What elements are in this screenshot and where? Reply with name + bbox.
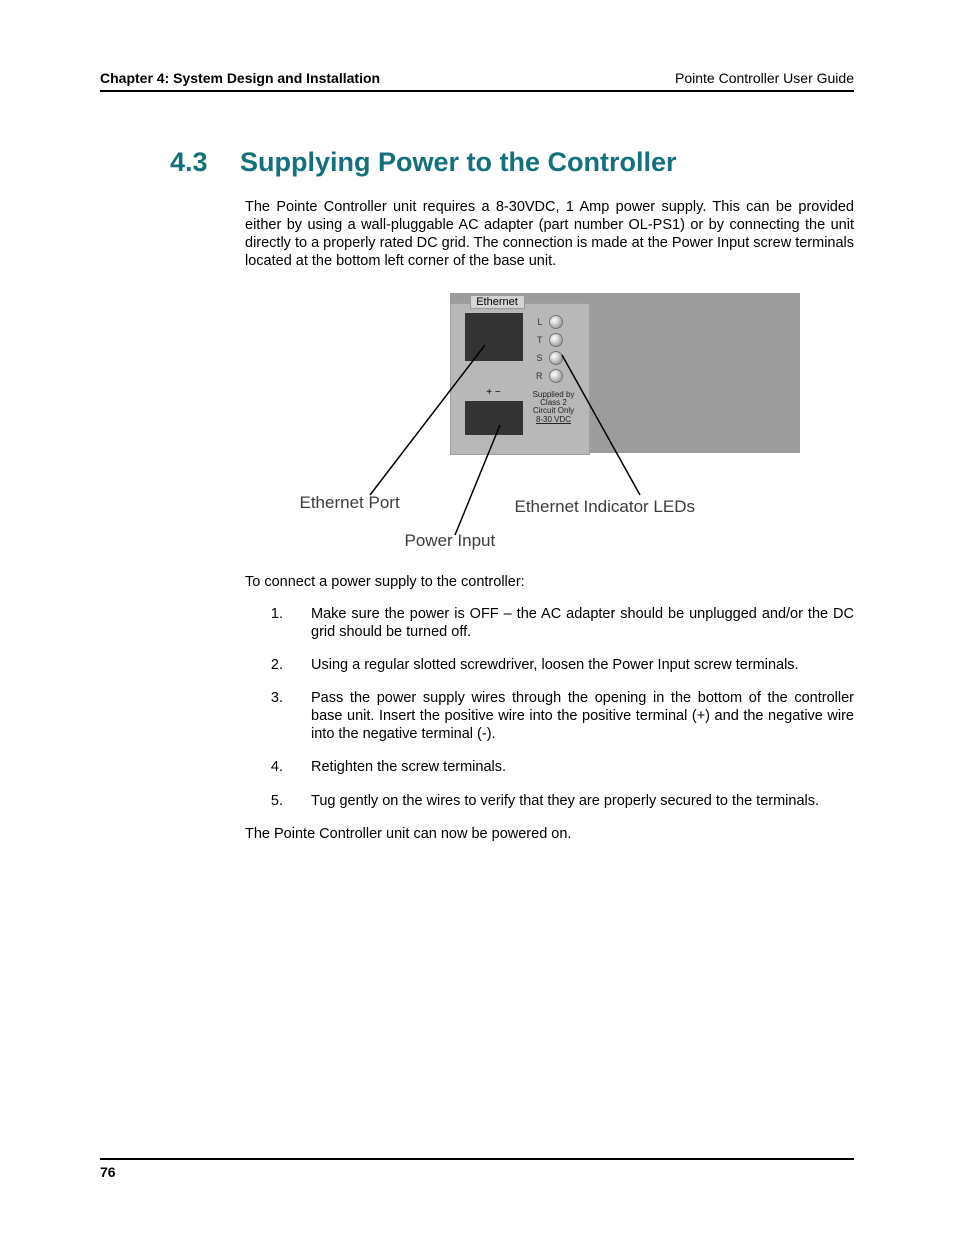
list-intro: To connect a power supply to the control… (245, 573, 854, 591)
steps-list: 1. Make sure the power is OFF – the AC a… (245, 605, 854, 810)
controller-figure: Ethernet L T S R + − Supplied by Class 2… (300, 285, 800, 555)
callout-ethernet-leds: Ethernet Indicator LEDs (515, 497, 695, 517)
step-number: 3. (265, 689, 283, 743)
header-guide: Pointe Controller User Guide (675, 70, 854, 86)
led-icon (549, 369, 563, 383)
list-item: 4. Retighten the screw terminals. (265, 758, 854, 776)
step-number: 5. (265, 792, 283, 810)
outro-paragraph: The Pointe Controller unit can now be po… (245, 825, 854, 843)
led-label: R (535, 371, 545, 381)
step-number: 2. (265, 656, 283, 674)
step-number: 1. (265, 605, 283, 641)
step-text: Pass the power supply wires through the … (311, 689, 854, 743)
led-icon (549, 351, 563, 365)
ethernet-label: Ethernet (470, 295, 525, 309)
led-icon (549, 315, 563, 329)
supply-rating-text: Supplied by Class 2 Circuit Only 8-30 VD… (528, 391, 580, 425)
step-text: Tug gently on the wires to verify that t… (311, 792, 854, 810)
step-text: Retighten the screw terminals. (311, 758, 854, 776)
section-number: 4.3 (170, 147, 240, 178)
led-column: L T S R (535, 313, 575, 385)
led-icon (549, 333, 563, 347)
page-number: 76 (100, 1164, 116, 1180)
page-header: Chapter 4: System Design and Installatio… (100, 70, 854, 92)
list-item: 5. Tug gently on the wires to verify tha… (265, 792, 854, 810)
led-label: L (535, 317, 545, 327)
power-input-port-icon (465, 401, 523, 435)
header-chapter: Chapter 4: System Design and Installatio… (100, 70, 380, 86)
step-text: Using a regular slotted screwdriver, loo… (311, 656, 854, 674)
intro-paragraph: The Pointe Controller unit requires a 8-… (245, 198, 854, 271)
list-item: 2. Using a regular slotted screwdriver, … (265, 656, 854, 674)
section-heading: 4.3Supplying Power to the Controller (170, 147, 854, 178)
list-item: 1. Make sure the power is OFF – the AC a… (265, 605, 854, 641)
list-item: 3. Pass the power supply wires through t… (265, 689, 854, 743)
led-label: T (535, 335, 545, 345)
page-footer: 76 (100, 1158, 854, 1180)
step-text: Make sure the power is OFF – the AC adap… (311, 605, 854, 641)
section-title-text: Supplying Power to the Controller (240, 147, 677, 177)
callout-power-input: Power Input (405, 531, 496, 551)
step-number: 4. (265, 758, 283, 776)
ethernet-port-icon (465, 313, 523, 361)
led-label: S (535, 353, 545, 363)
polarity-label: + − (465, 387, 523, 398)
callout-ethernet-port: Ethernet Port (300, 493, 400, 513)
